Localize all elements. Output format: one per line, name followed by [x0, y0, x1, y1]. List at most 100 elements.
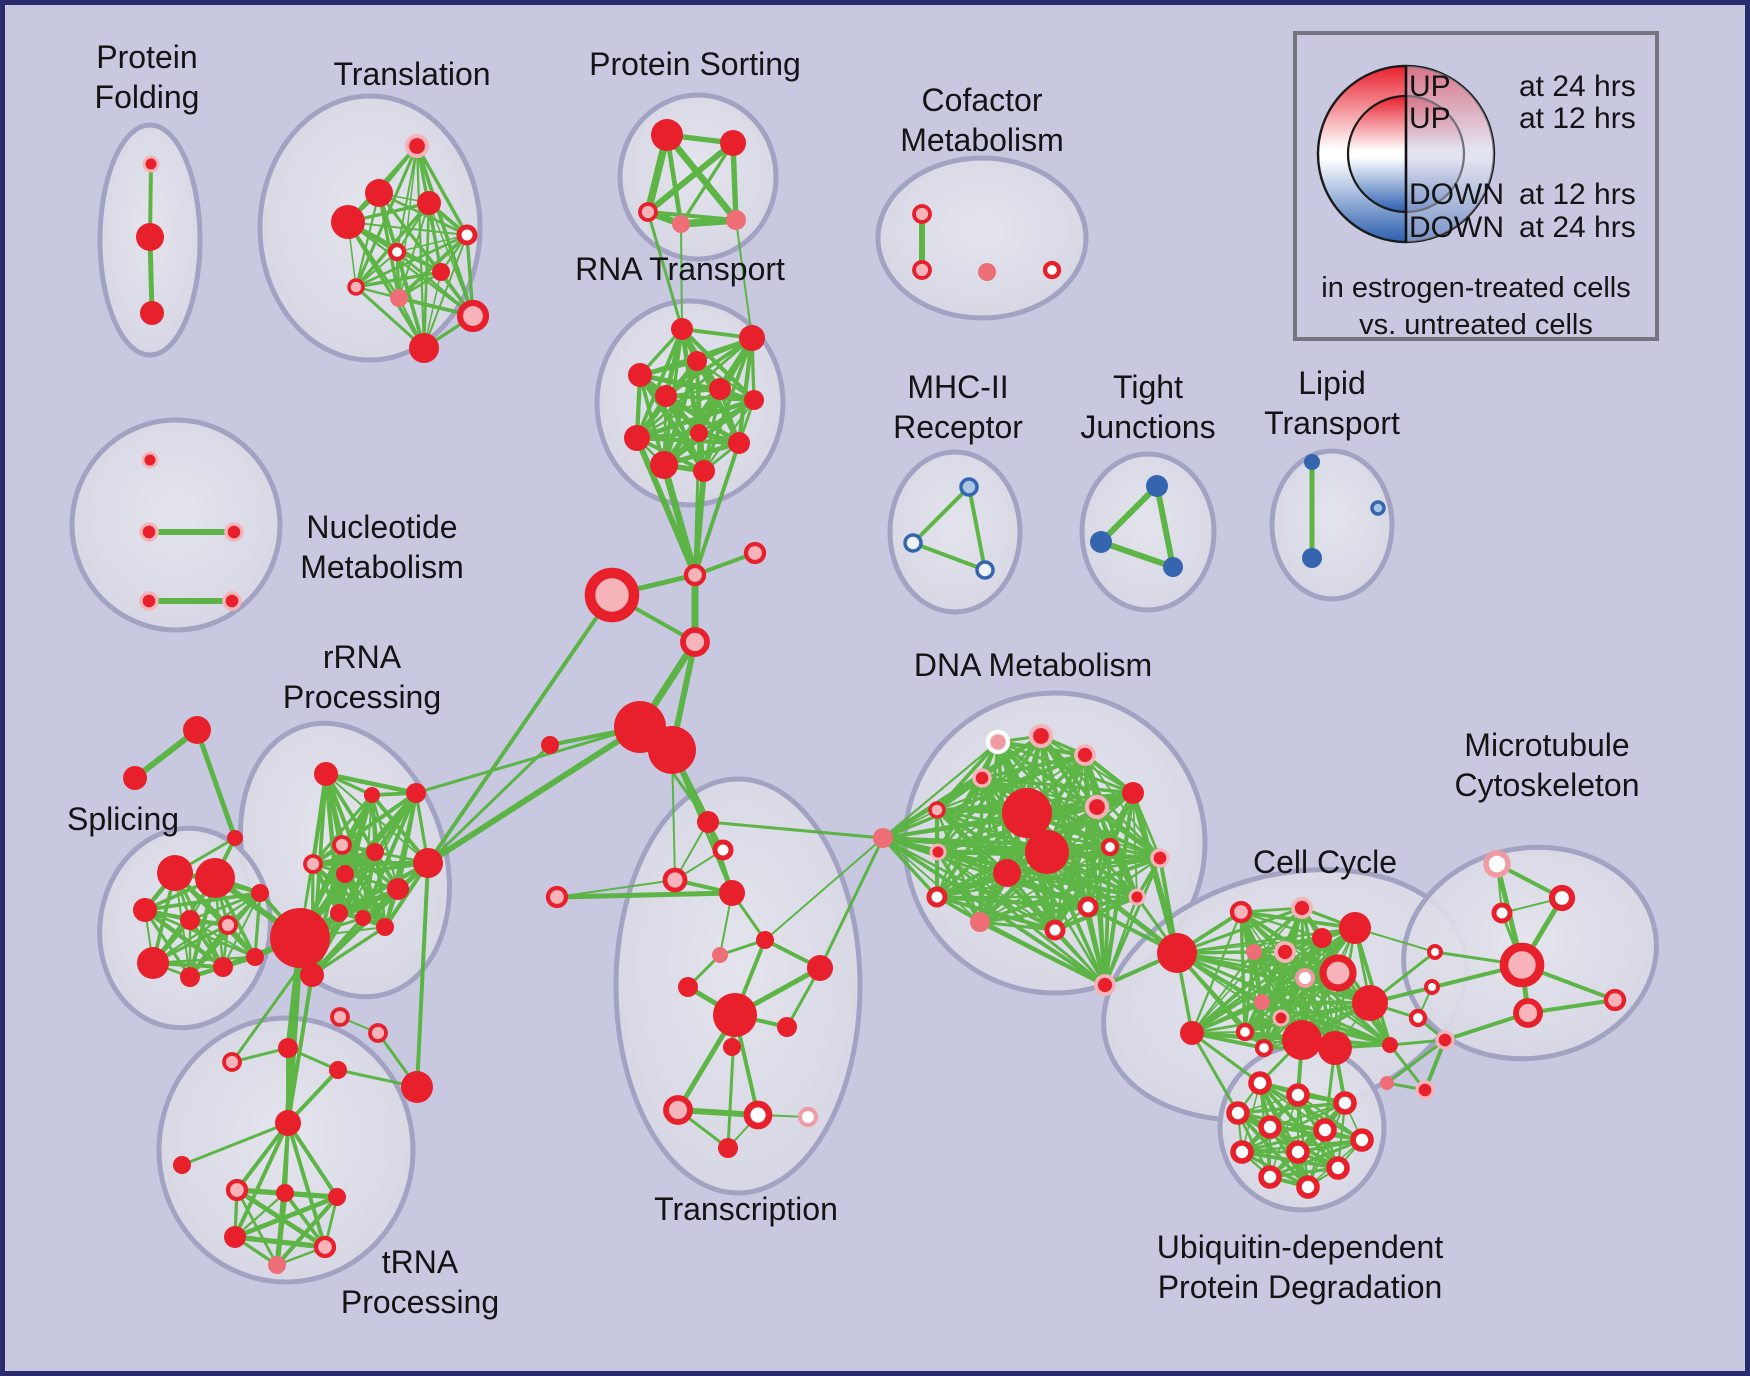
network-node-x1 [697, 811, 719, 833]
network-edge [1130, 790, 1180, 956]
network-node-r10 [728, 432, 750, 454]
network-node-x5 [545, 885, 569, 909]
network-node-r8 [690, 424, 708, 442]
network-edge [323, 771, 419, 796]
network-node-x7 [712, 947, 728, 963]
network-edge [1098, 539, 1176, 570]
network-node-d10 [1002, 788, 1052, 838]
network-node-u8 [328, 1188, 346, 1206]
network-node-t10 [456, 299, 490, 333]
network-edge [735, 219, 753, 339]
network-node-u6 [225, 1178, 249, 1202]
network-edge [736, 335, 755, 446]
legend-row-down12-label: DOWN [1409, 178, 1504, 211]
network-node-u11 [268, 1256, 286, 1274]
network-node-d21 [1180, 1021, 1204, 1045]
network-node-u3 [329, 1061, 347, 1079]
network-node-d1 [985, 729, 1011, 755]
network-nodes [123, 119, 1627, 1274]
cluster-label-translation: Translation [333, 56, 490, 92]
network-node-g3 [227, 830, 243, 846]
network-node-q6 [336, 865, 354, 883]
network-node-x10 [713, 993, 757, 1037]
network-node-x14 [743, 1100, 773, 1130]
network-node-x2 [712, 839, 734, 861]
network-edge [1045, 850, 1107, 987]
network-edge [702, 398, 756, 473]
cluster-label-transcription: Transcription [654, 1191, 838, 1227]
network-edge [1190, 1016, 1283, 1035]
network-edge [1304, 977, 1391, 1046]
legend-row-down24-label: DOWN [1409, 211, 1504, 244]
network-node-d15 [926, 886, 948, 908]
network-node-pf3 [140, 301, 164, 325]
network-edge [286, 1121, 339, 1199]
network-node-p8 [180, 967, 200, 987]
network-edge [1240, 1128, 1327, 1154]
network-node-r1 [671, 318, 693, 340]
network-node-n1 [141, 451, 159, 469]
network-node-k1 [1229, 900, 1253, 924]
network-node-p5 [218, 915, 238, 935]
network-node-q11 [355, 910, 371, 926]
cluster-ellipse-mhc-ii-receptor [887, 449, 1023, 615]
network-node-d2 [1028, 723, 1054, 749]
network-node-k9 [1295, 968, 1315, 988]
network-edge [415, 144, 469, 237]
network-node-m2 [903, 533, 923, 553]
network-node-r5 [655, 385, 677, 407]
network-edge [661, 386, 723, 468]
network-edge [1176, 952, 1339, 974]
network-edge [1175, 951, 1372, 1005]
network-node-r4 [628, 363, 652, 387]
network-edge [980, 776, 1135, 795]
cluster-label-protein-folding: Protein Folding [95, 39, 200, 115]
network-edge [194, 727, 238, 841]
network-edge [1053, 845, 1112, 932]
network-node-p2 [195, 858, 235, 898]
network-node-v2 [1548, 884, 1576, 912]
network-edge [634, 435, 742, 446]
network-edge [979, 775, 1010, 876]
network-edge [309, 915, 366, 978]
network-node-x11 [777, 1017, 797, 1037]
network-edge [978, 920, 1057, 932]
network-edge [253, 891, 262, 959]
cluster-label-dna-metabolism: DNA Metabolism [914, 647, 1152, 683]
network-edge [693, 431, 701, 577]
network-edge [660, 461, 699, 579]
network-edge [310, 925, 387, 977]
network-node-l2 [1302, 548, 1322, 568]
network-node-n5 [222, 591, 242, 611]
network-node-r12 [693, 460, 715, 482]
network-edge [1190, 1031, 1262, 1085]
network-node-v12 [1415, 1080, 1435, 1100]
network-node-t3 [331, 205, 365, 239]
network-edge [415, 144, 475, 318]
network-edge [232, 1194, 340, 1240]
network-edge [663, 131, 740, 224]
network-edge [1385, 1038, 1447, 1085]
network-edge [1083, 753, 1139, 899]
network-node-p7 [137, 947, 169, 979]
network-node-t7 [347, 278, 365, 296]
network-node-s5 [726, 210, 746, 230]
network-edge [980, 776, 1162, 860]
network-node-q7 [366, 843, 384, 861]
legend-faded-half [1406, 66, 1494, 242]
network-edge [354, 191, 381, 289]
network-edge [425, 724, 643, 866]
network-node-v3 [1491, 902, 1513, 924]
network-node-r6 [709, 378, 731, 400]
network-node-t4 [417, 191, 441, 215]
network-edge [980, 753, 1087, 780]
network-node-c2 [912, 260, 932, 280]
network-edge [680, 223, 683, 330]
legend-row-up24-time: at 24 hrs [1519, 70, 1636, 103]
cluster-labels: Protein Folding Translation Protein Sorting… [67, 39, 1640, 1320]
network-edge [354, 233, 469, 289]
network-node-h2 [683, 563, 707, 587]
network-node-k16 [1382, 1037, 1398, 1053]
network-edge [663, 393, 742, 446]
legend-row-up24-label: UP [1409, 70, 1451, 103]
